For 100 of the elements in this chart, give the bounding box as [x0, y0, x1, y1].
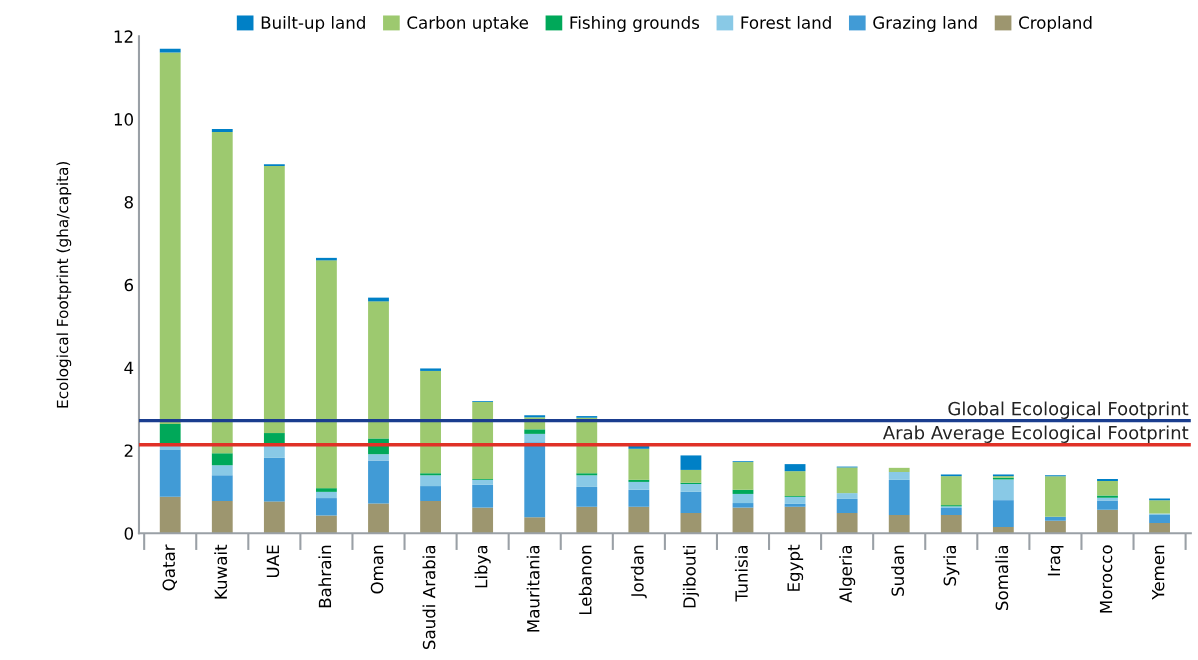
legend-label: Fishing grounds — [570, 15, 700, 33]
bar — [628, 448, 650, 480]
bar — [263, 165, 285, 434]
y-tick-label: 2 — [124, 444, 133, 457]
bar — [368, 454, 389, 461]
bar — [992, 479, 1014, 501]
bar — [784, 464, 806, 472]
y-tick-label: 8 — [124, 195, 133, 209]
bar — [159, 450, 181, 497]
bar — [1097, 509, 1118, 534]
bar — [992, 500, 1014, 528]
legend-label: Cropland — [1019, 15, 1092, 33]
bar — [524, 517, 546, 534]
x-tick-label: Mauritania — [526, 545, 540, 632]
bar — [888, 515, 910, 534]
bar — [263, 445, 285, 458]
x-tick-label: Kuwait — [214, 544, 228, 599]
bar — [836, 498, 858, 513]
bar — [524, 429, 546, 434]
bar — [732, 489, 754, 494]
bar — [472, 484, 494, 508]
bar — [680, 469, 702, 483]
bar — [316, 260, 337, 489]
bar — [420, 475, 441, 487]
ref-line-label: Global Ecological Footprint — [948, 401, 1189, 419]
bar — [420, 473, 441, 476]
bar — [888, 479, 910, 516]
bar — [784, 471, 806, 497]
bar — [1149, 515, 1170, 523]
bar — [680, 484, 702, 492]
bar — [732, 462, 754, 490]
bar — [368, 503, 389, 534]
x-tick-label: Bahrain — [318, 545, 332, 608]
bar — [1045, 476, 1066, 517]
bar — [524, 442, 546, 518]
bar — [784, 503, 806, 507]
bar — [1097, 481, 1118, 496]
x-tick-label: Iraq — [1047, 545, 1064, 576]
y-tick-label: 0 — [124, 527, 133, 540]
x-tick-label: Lebanon — [578, 545, 592, 615]
bar — [316, 498, 337, 516]
bar — [576, 475, 598, 487]
bar — [628, 445, 650, 449]
legend-label: Forest land — [741, 15, 831, 29]
bar — [368, 301, 389, 439]
bar — [420, 500, 441, 534]
x-tick-label: Somalia — [995, 545, 1009, 610]
x-tick-label: Egypt — [787, 544, 804, 591]
bar — [940, 508, 962, 516]
x-tick-label: Djibouti — [682, 545, 699, 608]
y-axis-title: Ecological Footprint (gha/capita) — [56, 161, 72, 408]
bar — [524, 433, 546, 443]
x-tick-label: Jordan — [630, 545, 647, 599]
bar — [784, 496, 806, 504]
x-tick-label: UAE — [266, 545, 280, 578]
bar — [576, 506, 598, 534]
bar — [211, 131, 233, 454]
bar — [888, 471, 910, 480]
bar — [1097, 500, 1118, 510]
bar — [472, 479, 494, 485]
bar — [576, 486, 598, 507]
bar — [420, 486, 441, 501]
bar — [576, 473, 598, 476]
x-tick-label: Sudan — [891, 545, 905, 596]
bar — [836, 467, 858, 494]
bar — [680, 512, 702, 534]
bar — [420, 368, 441, 371]
x-tick-label: Morocco — [1099, 545, 1113, 613]
legend-label: Grazing land — [873, 15, 977, 33]
bar — [368, 460, 389, 504]
bar — [680, 455, 702, 470]
bar — [680, 491, 702, 513]
bar — [940, 476, 962, 506]
bar — [784, 506, 806, 534]
legend-label: Carbon uptake — [407, 15, 529, 33]
bar — [211, 500, 233, 534]
bar — [524, 415, 546, 418]
bar — [472, 507, 494, 534]
bar — [628, 489, 650, 507]
x-tick-label: Saudi Arabia — [422, 545, 436, 650]
bar — [732, 503, 754, 508]
bar — [211, 129, 233, 132]
legend-label: Built-up land — [261, 15, 365, 33]
x-tick-label: Libya — [474, 545, 491, 588]
x-tick-label: Qatar — [162, 544, 177, 591]
x-tick-label: Oman — [370, 545, 384, 594]
x-tick-label: Algeria — [839, 545, 856, 603]
bar — [836, 512, 858, 534]
y-tick-label: 4 — [124, 361, 134, 374]
bar — [263, 457, 285, 502]
bar — [836, 493, 858, 499]
ref-line-label: Arab Average Ecological Footprint — [882, 425, 1189, 443]
bar — [940, 515, 962, 534]
y-tick-label: 12 — [114, 30, 133, 43]
bar — [472, 401, 494, 480]
x-tick-label: Syria — [943, 545, 960, 586]
bar — [420, 370, 441, 474]
bar — [1045, 516, 1066, 521]
bar — [263, 501, 285, 534]
bar — [888, 467, 910, 472]
